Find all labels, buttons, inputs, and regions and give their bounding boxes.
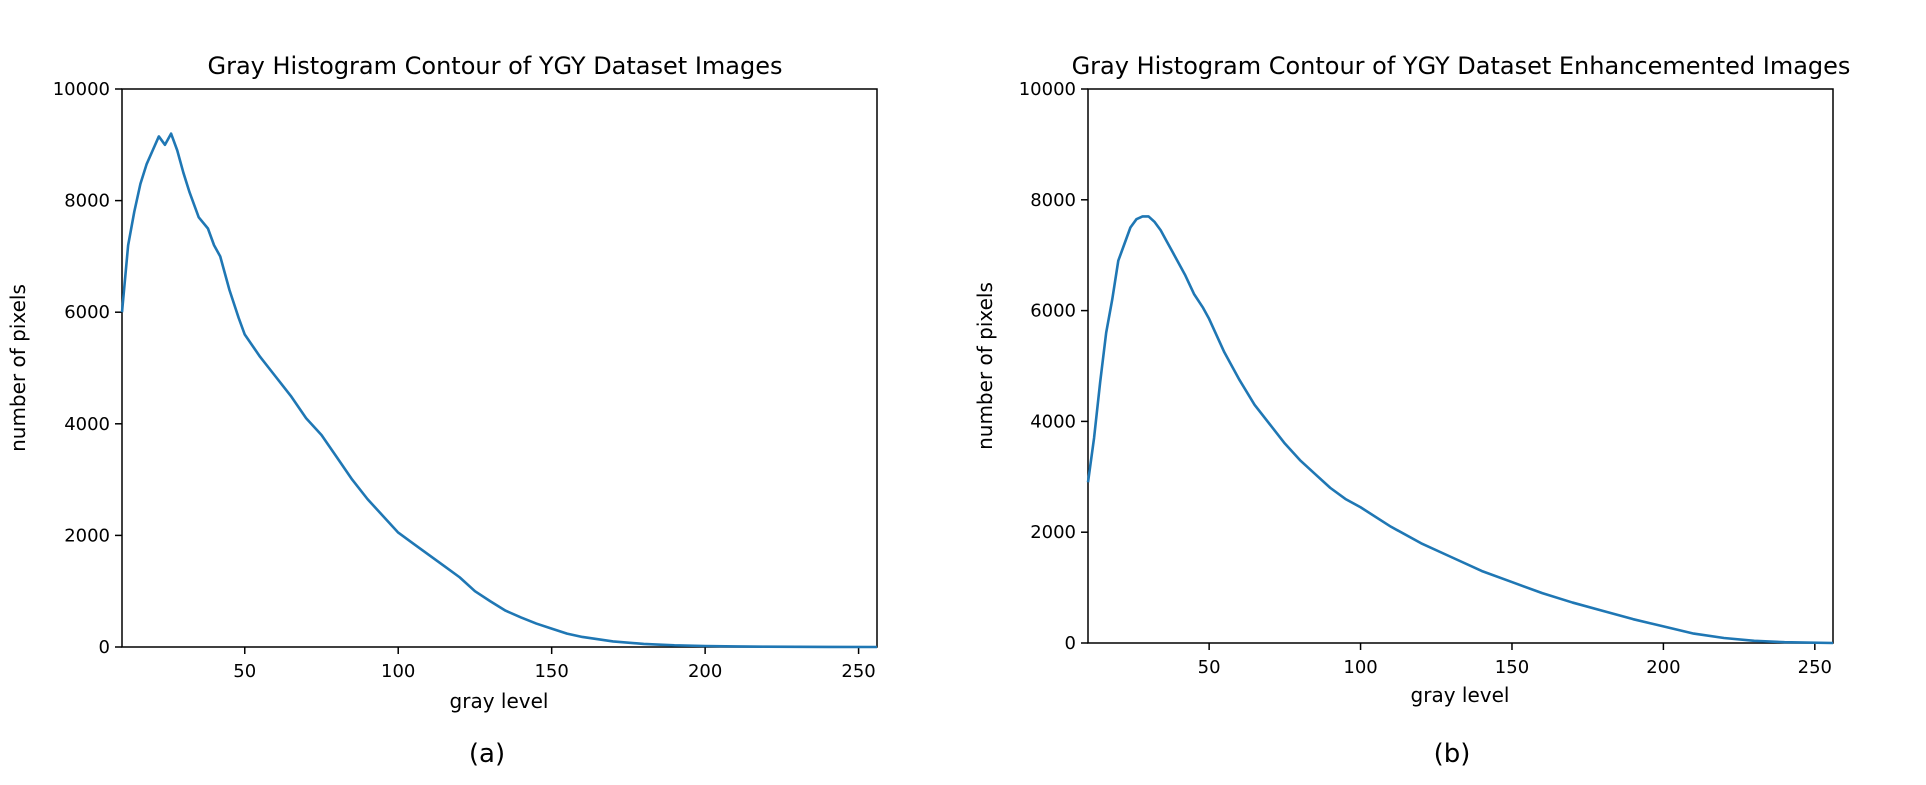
chart-a-x-tick-label: 150	[534, 661, 568, 682]
chart-a-x-ticks: 50 100 150 200 250	[233, 647, 876, 682]
chart-b-caption: (b)	[1434, 739, 1471, 769]
chart-a: Gray Histogram Contour of YGY Dataset Im…	[6, 52, 878, 769]
chart-b-y-tick-label: 10000	[1019, 79, 1076, 100]
chart-a-y-axis-label: number of pixels	[6, 284, 30, 452]
chart-a-y-tick-label: 0	[99, 637, 110, 658]
chart-b-title: Gray Histogram Contour of YGY Dataset En…	[1072, 52, 1851, 80]
chart-a-series-line	[120, 132, 878, 649]
chart-a-x-tick-label: 50	[233, 661, 256, 682]
chart-b-y-tick-label: 0	[1065, 633, 1076, 654]
chart-b-x-tick-label: 50	[1198, 657, 1221, 678]
chart-b-x-axis-label: gray level	[1411, 683, 1510, 707]
chart-b-y-tick-label: 8000	[1030, 190, 1076, 211]
chart-b-y-tick-label: 2000	[1030, 522, 1076, 543]
chart-a-y-tick-label: 2000	[64, 525, 110, 546]
chart-a-y-tick-label: 4000	[64, 414, 110, 435]
chart-b-series-line	[1086, 215, 1834, 645]
chart-a-y-tick-label: 6000	[64, 302, 110, 323]
chart-b-x-tick-label: 200	[1646, 657, 1680, 678]
chart-b-y-tick-label: 6000	[1030, 301, 1076, 322]
chart-b-x-tick-label: 150	[1495, 657, 1529, 678]
chart-b-x-tick-label: 100	[1343, 657, 1377, 678]
chart-a-x-tick-label: 100	[381, 661, 415, 682]
chart-a-caption: (a)	[469, 739, 505, 769]
chart-a-x-axis-label: gray level	[450, 689, 549, 713]
chart-b-x-ticks: 50 100 150 200 250	[1198, 643, 1832, 678]
chart-a-y-ticks: 0 2000 4000 6000 8000 10000	[53, 79, 122, 658]
chart-b-frame	[1087, 88, 1834, 644]
chart-a-x-tick-label: 250	[841, 661, 875, 682]
chart-b-y-tick-label: 4000	[1030, 411, 1076, 432]
chart-b: Gray Histogram Contour of YGY Dataset En…	[973, 52, 1850, 769]
chart-b-y-axis-label: number of pixels	[973, 282, 997, 450]
chart-a-y-tick-label: 10000	[53, 79, 110, 100]
chart-a-title: Gray Histogram Contour of YGY Dataset Im…	[208, 52, 783, 80]
chart-a-x-tick-label: 200	[688, 661, 722, 682]
chart-a-y-tick-label: 8000	[64, 191, 110, 212]
chart-a-frame	[121, 88, 878, 648]
chart-b-y-ticks: 0 2000 4000 6000 8000 10000	[1019, 79, 1088, 654]
chart-b-x-tick-label: 250	[1798, 657, 1832, 678]
